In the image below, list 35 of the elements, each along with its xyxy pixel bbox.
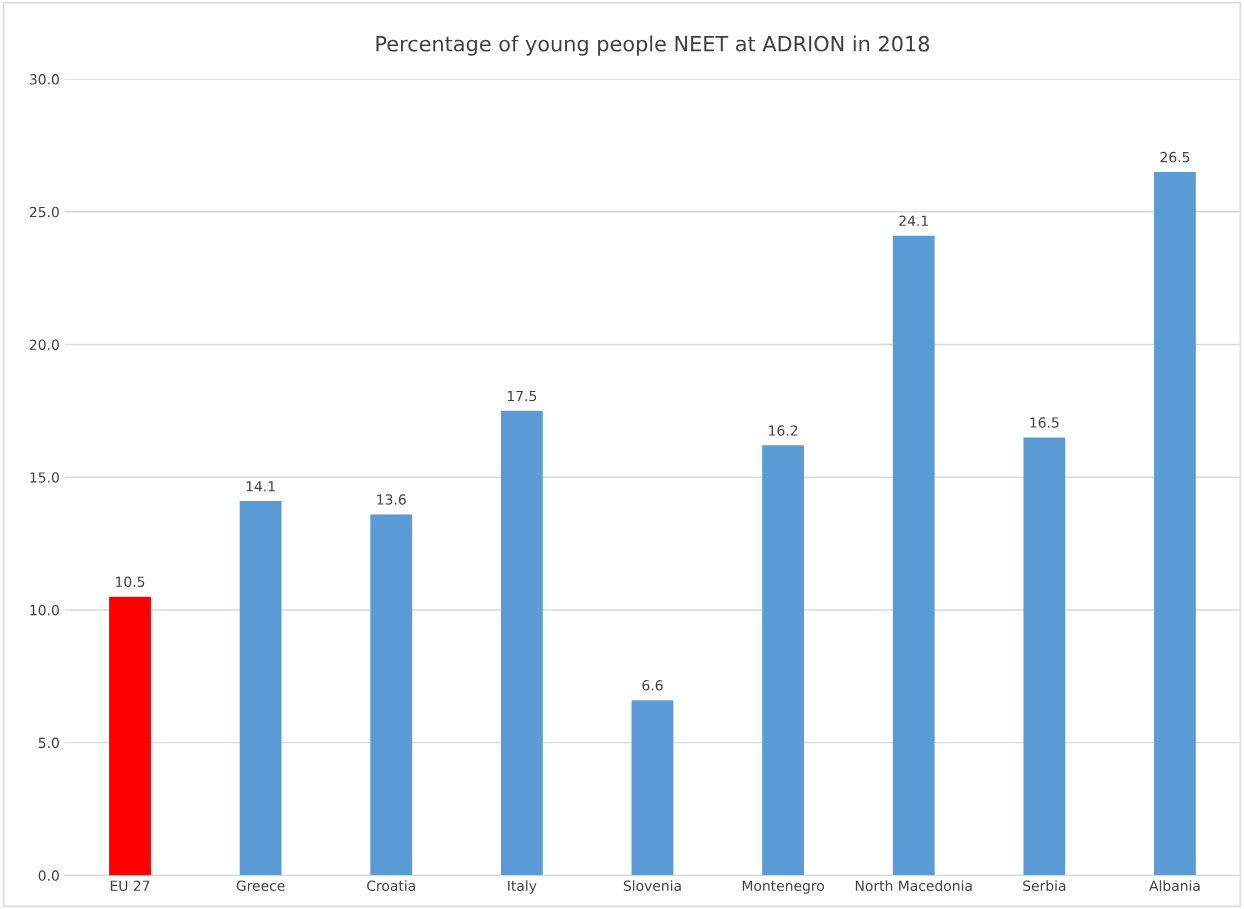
bar bbox=[370, 514, 413, 876]
x-tick-label: Greece bbox=[236, 880, 285, 891]
y-tick-label: 30.0 bbox=[29, 74, 59, 85]
bar bbox=[239, 501, 282, 876]
data-label: 10.5 bbox=[116, 576, 145, 588]
x-tick-label: Albania bbox=[1149, 880, 1200, 891]
data-label: 16.2 bbox=[769, 425, 798, 436]
x-tick-label: Slovenia bbox=[623, 880, 681, 891]
data-label: 13.6 bbox=[377, 494, 406, 505]
y-tick-label: 15.0 bbox=[30, 472, 59, 483]
bar bbox=[1023, 437, 1066, 876]
y-tick-label: 10.0 bbox=[30, 604, 59, 616]
bar bbox=[1154, 171, 1196, 876]
x-tick-label: North Macedonia bbox=[855, 880, 972, 891]
chart-title: Percentage of young people NEET at ADRION in 2018 bbox=[376, 35, 930, 56]
bar bbox=[892, 235, 935, 876]
bar bbox=[500, 410, 543, 876]
x-tick-label: Croatia bbox=[367, 880, 415, 891]
y-tick-label: 20.0 bbox=[29, 339, 59, 350]
data-label: 24.1 bbox=[899, 215, 928, 226]
x-tick-label: Serbia bbox=[1023, 880, 1066, 891]
data-label: 26.5 bbox=[1160, 151, 1190, 163]
y-tick-label: 0.0 bbox=[38, 870, 59, 881]
data-label: 14.1 bbox=[246, 481, 275, 492]
x-tick-label: EU 27 bbox=[110, 880, 150, 891]
bar bbox=[762, 445, 804, 876]
data-label: 16.5 bbox=[1030, 417, 1059, 428]
bar bbox=[631, 700, 674, 876]
x-tick-label: Italy bbox=[508, 880, 537, 894]
x-tick-label: Montenegro bbox=[742, 880, 824, 894]
bar bbox=[109, 596, 151, 876]
data-label: 17.5 bbox=[507, 390, 537, 402]
y-tick-label: 25.0 bbox=[29, 206, 59, 218]
y-tick-label: 5.0 bbox=[38, 737, 59, 749]
data-label: 6.6 bbox=[642, 680, 663, 691]
